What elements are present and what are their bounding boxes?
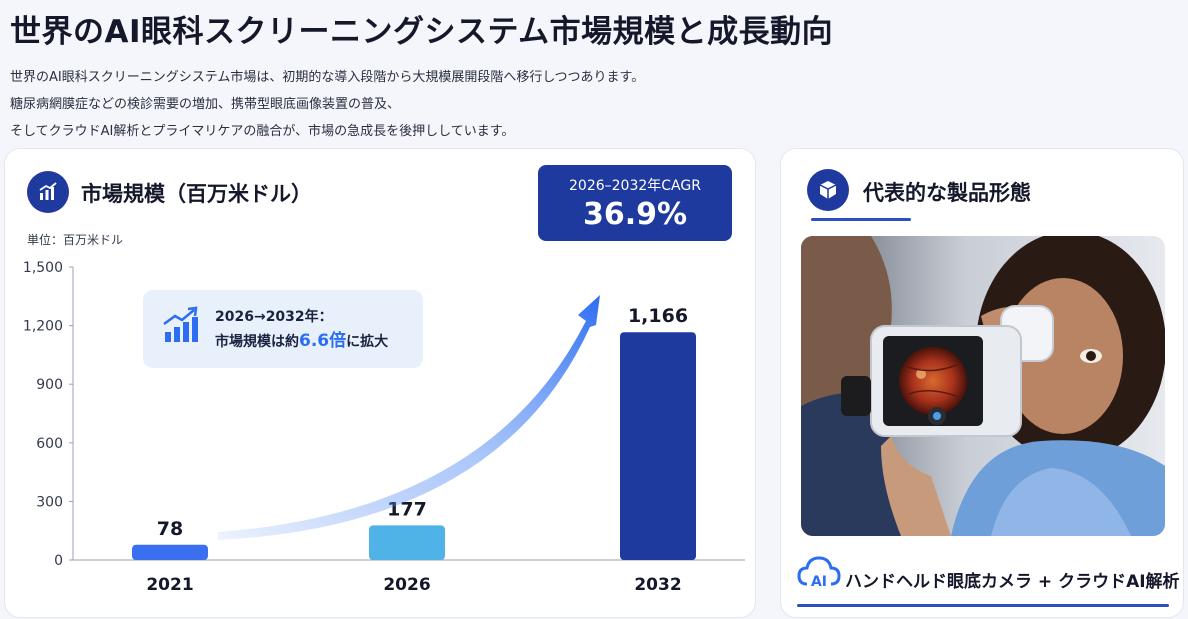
cloud-ai-icon: AI [797,554,841,594]
market-section-title: 市場規模（百万米ドル） [81,182,312,206]
callout-prefix: 市場規模は約 [215,334,299,350]
intro-line-1: 世界のAI眼科スクリーニングシステム市場は、初期的な導入段階から大規模展開段階へ… [10,70,645,85]
y-tick-label: 1,200 [23,319,63,335]
cagr-label: 2026–2032年CAGR [569,178,701,194]
intro-text: 世界のAI眼科スクリーニングシステム市場は、初期的な導入段階から大規模展開段階へ… [10,64,644,145]
cloud-ai-icon-text: AI [811,574,827,590]
y-tick-label: 300 [36,494,63,510]
growth-chart-icon [161,306,201,350]
bar-chart: 03006009001,2001,50078202117720261,16620… [23,260,745,595]
y-tick-label: 0 [54,553,63,569]
cagr-value: 36.9% [582,197,688,232]
cube-icon [807,169,849,211]
bar-value-label: 1,166 [628,305,688,327]
growth-arrow [218,295,600,540]
product-card: 代表的な製品形態 [780,148,1184,618]
product-section-title: 代表的な製品形態 [863,181,1031,205]
y-tick-label: 900 [36,377,63,393]
page-title: 世界のAI眼科スクリーニングシステム市場規模と成長動向 [10,14,834,50]
growth-callout: 2026→2032年： 市場規模は約6.6倍に拡大 [143,290,423,368]
y-tick-label: 1,500 [23,260,63,276]
bar [132,544,208,560]
callout-highlight: 6.6倍 [299,331,347,351]
bar [620,332,696,560]
product-photo [801,236,1165,536]
chart-icon [27,171,69,213]
callout-line-1: 2026→2032年： [215,309,333,325]
bar [369,525,445,560]
y-tick-label: 600 [36,436,63,452]
x-category-label: 2026 [383,575,430,595]
intro-line-2: 糖尿病網膜症などの検診需要の増加、携帯型眼底画像装置の普及、 [10,97,401,112]
unit-label: 単位：百万米ドル [27,233,124,247]
intro-line-3: そしてクラウドAI解析とプライマリケアの融合が、市場の急成長を後押ししています。 [10,124,515,139]
callout-line-2: 市場規模は約6.6倍に拡大 [215,329,388,354]
section-underline [811,218,911,221]
callout-suffix: に拡大 [346,334,389,350]
cagr-badge: 2026–2032年CAGR 36.9% [538,165,732,241]
product-label: ハンドヘルド眼底カメラ + クラウドAI解析 [845,572,1180,592]
market-size-card: 市場規模（百万米ドル） 単位：百万米ドル 2026–2032年CAGR 36.9… [4,148,756,618]
product-underline [797,604,1169,607]
bar-value-label: 78 [157,518,183,540]
x-category-label: 2021 [146,575,193,595]
x-category-label: 2032 [634,575,681,595]
